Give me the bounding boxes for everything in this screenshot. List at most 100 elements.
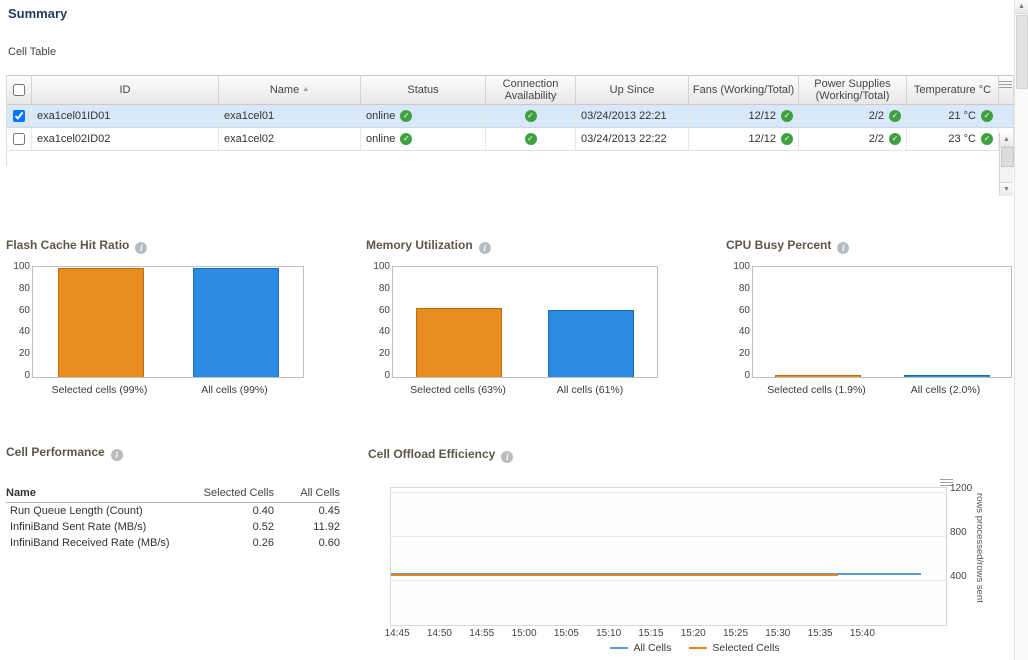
perf-row: InfiniBand Sent Rate (MB/s) 0.52 11.92 (6, 519, 340, 535)
table-menu-icon[interactable] (999, 81, 1012, 90)
gridline (391, 492, 946, 494)
bar-all-cells (903, 374, 990, 377)
info-icon[interactable]: i (110, 449, 123, 461)
cell-name: exa1cel01 (219, 105, 361, 127)
cell-name: exa1cel02 (219, 128, 361, 150)
bar-selected-cells (416, 307, 502, 377)
cell-table: ID Name ▲ Status Connection Availability… (6, 75, 1014, 196)
row-checkbox[interactable] (13, 133, 25, 145)
status-ok-icon: ✓ (524, 133, 537, 145)
table-row[interactable]: exa1cel02ID02 exa1cel02 online ✓ ✓ 03/24… (7, 128, 1013, 151)
perf-all-value: 0.45 (318, 505, 340, 517)
perf-metric-name: InfiniBand Received Rate (MB/s) (10, 537, 170, 549)
info-icon[interactable]: i (478, 242, 491, 254)
table-scroll-down-icon[interactable]: ▼ (1000, 182, 1013, 196)
perf-selected-value: 0.26 (252, 537, 274, 549)
y-axis: 100 80 60 40 20 0 (733, 261, 750, 381)
chart-flash-cache-hit-ratio: Flash Cache Hit Ratio i 100 80 60 40 20 0 Sel… (6, 238, 336, 396)
cell-table-header: ID Name ▲ Status Connection Availability… (7, 75, 1013, 105)
legend-item-selected-cells: Selected Cells (689, 642, 780, 654)
perf-row: Run Queue Length (Count) 0.40 0.45 (6, 503, 340, 520)
col-header-fans[interactable]: Fans (Working/Total) (689, 76, 799, 104)
perf-all-value: 0.60 (318, 537, 340, 549)
col-header-temperature[interactable]: Temperature °C (907, 76, 999, 104)
perf-col-all: All Cells (274, 485, 340, 503)
status-ok-icon: ✓ (400, 133, 413, 145)
col-header-id[interactable]: ID (32, 76, 219, 104)
cell-fans: 12/12 ✓ (689, 128, 799, 150)
cell-performance-table: Name Selected Cells All Cells Run Queue … (6, 485, 340, 551)
plot-area (390, 487, 947, 626)
y-tick-400: 400 (950, 571, 967, 582)
cell-up-since: 03/24/2013 22:21 (576, 105, 689, 127)
cell-temperature: 23 °C ✓ (907, 128, 999, 150)
cell-id: exa1cel02ID02 (32, 128, 219, 150)
row-select-cell (7, 105, 32, 127)
page-scroll-up-icon[interactable]: ▲ (1015, 0, 1028, 14)
y-tick-800: 800 (950, 527, 967, 538)
cell-power: 2/2 ✓ (799, 128, 907, 150)
status-ok-icon: ✓ (524, 110, 537, 122)
section-title: Cell Performance i (6, 445, 346, 461)
cell-table-label: Cell Table (8, 46, 57, 58)
col-header-up-since[interactable]: Up Since (576, 76, 689, 104)
col-header-name[interactable]: Name ▲ (219, 76, 361, 104)
table-scrollbar[interactable]: ▲ ▼ (999, 133, 1014, 196)
table-row[interactable]: exa1cel01ID01 exa1cel01 online ✓ ✓ 03/24… (7, 105, 1013, 128)
cell-status: online ✓ (361, 105, 486, 127)
status-ok-icon: ✓ (781, 110, 793, 122)
bar-all-cells (548, 309, 634, 377)
page-scrollbar[interactable]: ▲ (1014, 0, 1028, 660)
perf-selected-value: 0.52 (252, 521, 274, 533)
plot-area (752, 266, 1012, 378)
perf-col-name: Name (6, 485, 202, 503)
cell-id: exa1cel01ID01 (32, 105, 219, 127)
section-title: Cell Offload Efficiency i (368, 447, 514, 463)
cell-power: 2/2 ✓ (799, 105, 907, 127)
select-all-checkbox[interactable] (13, 84, 25, 96)
page-title: Summary (8, 6, 68, 21)
select-all-header-cell (7, 76, 32, 104)
cell-table-body: exa1cel01ID01 exa1cel01 online ✓ ✓ 03/24… (7, 105, 1014, 196)
table-scroll-up-icon[interactable]: ▲ (1000, 133, 1013, 147)
col-header-power[interactable]: Power Supplies (Working/Total) (799, 76, 907, 104)
chart-legend: All Cells Selected Cells (362, 642, 1028, 654)
cell-connection: ✓ (486, 128, 576, 150)
gridline (391, 536, 946, 538)
x-axis-labels: 14:45 14:50 14:55 15:00 15:05 15:10 15:15 15:… (384, 628, 875, 639)
table-scrollbar-thumb[interactable] (1001, 147, 1014, 167)
info-icon[interactable]: i (837, 242, 850, 254)
cell-fans: 12/12 ✓ (689, 105, 799, 127)
row-select-cell (7, 128, 32, 150)
perf-col-selected: Selected Cells (202, 485, 274, 503)
y-axis: 100 80 60 40 20 0 (373, 261, 390, 381)
status-ok-icon: ✓ (400, 110, 413, 122)
y-tick-1200: 1200 (950, 483, 973, 494)
gridline (391, 580, 946, 582)
legend-line-icon (610, 647, 629, 649)
perf-row: InfiniBand Received Rate (MB/s) 0.26 0.6… (6, 535, 340, 551)
cell-status: online ✓ (361, 128, 486, 150)
chart-cpu-busy-percent: CPU Busy Percent i 100 80 60 40 20 0 Selected… (726, 238, 1012, 396)
status-ok-icon: ✓ (781, 133, 793, 145)
chart-title: Flash Cache Hit Ratio i (6, 238, 336, 254)
page-scrollbar-thumb[interactable] (1016, 15, 1028, 89)
info-icon[interactable]: i (135, 242, 148, 254)
bar-selected-cells (774, 374, 861, 377)
sort-asc-icon: ▲ (302, 86, 310, 93)
cell-up-since: 03/24/2013 22:22 (576, 128, 689, 150)
col-header-connection[interactable]: Connection Availability (486, 76, 576, 104)
row-checkbox[interactable] (13, 110, 25, 122)
col-header-status[interactable]: Status (361, 76, 486, 104)
legend-item-all-cells: All Cells (610, 642, 671, 654)
plot-area (32, 266, 304, 378)
chart-menu-icon[interactable] (940, 479, 953, 488)
perf-metric-name: Run Queue Length (Count) (10, 505, 143, 517)
info-icon[interactable]: i (501, 451, 514, 463)
perf-selected-value: 0.40 (252, 505, 274, 517)
bar-selected-cells (57, 268, 144, 377)
header-scrollbar-stub (999, 76, 1013, 104)
series-line-selected-cells (391, 573, 838, 576)
chart-memory-utilization: Memory Utilization i 100 80 60 40 20 0 Select… (366, 238, 690, 396)
